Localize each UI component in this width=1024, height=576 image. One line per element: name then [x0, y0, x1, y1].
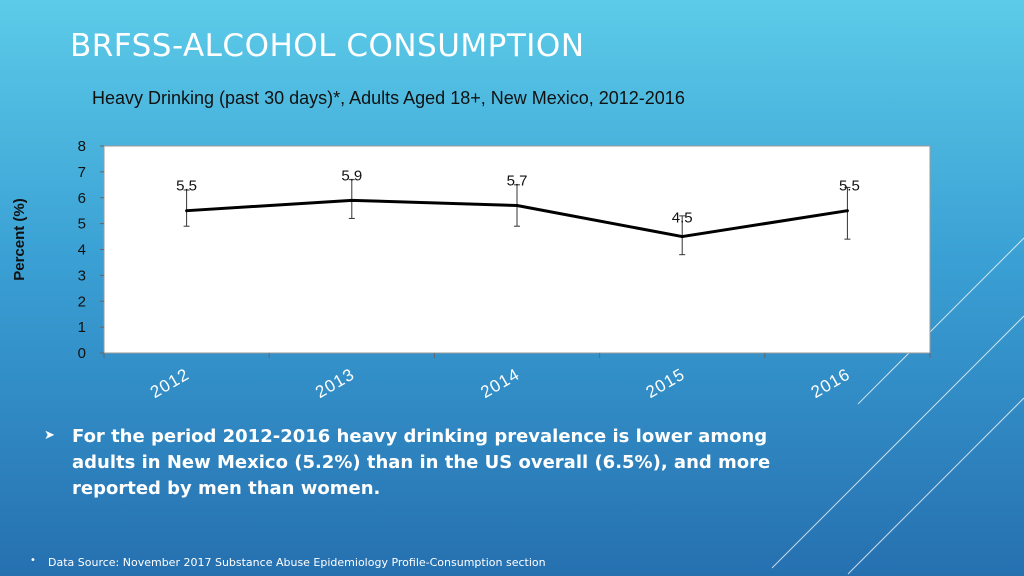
x-tick-label: 2016 — [808, 365, 854, 402]
data-point — [680, 235, 684, 239]
y-tick-label: 0 — [78, 345, 86, 362]
y-tick-label: 8 — [78, 138, 86, 155]
y-tick-label: 3 — [78, 267, 86, 284]
y-axis-label: Percent (%) — [11, 198, 28, 281]
y-tick-label: 2 — [78, 293, 86, 310]
data-point — [350, 198, 354, 202]
x-tick-label: 2013 — [312, 365, 358, 402]
data-point — [515, 204, 519, 208]
y-tick-label: 6 — [78, 190, 86, 207]
y-tick-label: 7 — [78, 164, 86, 181]
data-label: 5.5 — [839, 178, 860, 195]
y-tick-label: 4 — [78, 242, 86, 259]
y-tick-label: 1 — [78, 319, 86, 336]
data-label: 4.5 — [672, 210, 693, 227]
finding-text: For the period 2012-2016 heavy drinking … — [72, 426, 771, 499]
slide-title: BRFSS-ALCOHOL CONSUMPTION — [70, 28, 585, 64]
data-label: 5.7 — [507, 173, 528, 190]
arrow-bullet-icon: ➤ — [44, 428, 55, 443]
x-tick-label: 2015 — [643, 365, 689, 402]
data-label: 5.9 — [341, 167, 362, 184]
data-point — [845, 209, 849, 213]
chart-title: Heavy Drinking (past 30 days)*, Adults A… — [92, 88, 685, 108]
data-point — [185, 209, 189, 213]
x-tick-label: 2012 — [147, 365, 193, 402]
bullet-icon: • — [30, 555, 36, 566]
x-tick-label: 2014 — [477, 365, 523, 402]
y-tick-label: 5 — [78, 216, 86, 233]
line-chart: 0 1 2 3 4 5 6 7 8 2012 2013 2014 2015 2016 Percent (%)… — [11, 138, 931, 402]
plot-area — [103, 145, 931, 354]
data-label: 5.5 — [176, 178, 197, 195]
data-source-note: Data Source: November 2017 Substance Abu… — [48, 556, 546, 569]
